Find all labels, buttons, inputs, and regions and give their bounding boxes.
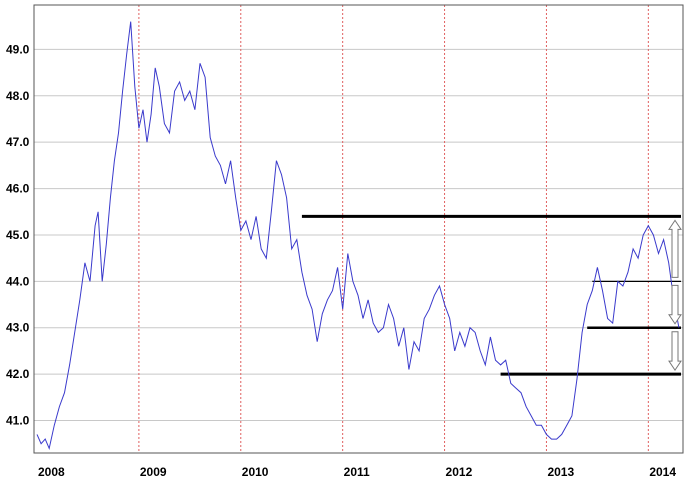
y-tick-label: 45.0 [6,228,30,242]
x-tick-label: 2014 [649,465,676,479]
x-axis-labels: 2008 2009 2010 2011 2012 2013 2014 [38,465,676,479]
x-tick-label: 2012 [446,465,473,479]
x-tick-label: 2009 [140,465,167,479]
x-tick-label: 2011 [344,465,370,479]
y-tick-label: 47.0 [6,135,30,149]
y-axis-labels: 41.0 42.0 43.0 44.0 45.0 46.0 47.0 48.0 49.0 [6,42,30,427]
x-tick-label: 2008 [38,465,65,479]
arrow-down-icon [668,284,682,325]
y-tick-label: 48.0 [6,89,30,103]
direction-arrows [668,219,682,372]
y-tick-label: 43.0 [6,321,30,335]
level-lines [301,214,681,376]
year-gridlines [138,5,649,453]
y-tick-label: 42.0 [6,367,30,381]
plot-frame [33,4,684,454]
y-tick-label: 49.0 [6,42,30,56]
series-line [36,21,680,451]
arrow-up-icon [668,219,682,278]
arrow-down-icon [668,331,682,372]
x-tick-label: 2010 [242,465,269,479]
horizontal-gridlines [34,48,683,422]
y-tick-label: 41.0 [6,414,30,428]
price-series [36,21,680,451]
y-tick-label: 46.0 [6,182,30,196]
x-tick-label: 2013 [547,465,574,479]
y-tick-label: 44.0 [6,274,30,288]
